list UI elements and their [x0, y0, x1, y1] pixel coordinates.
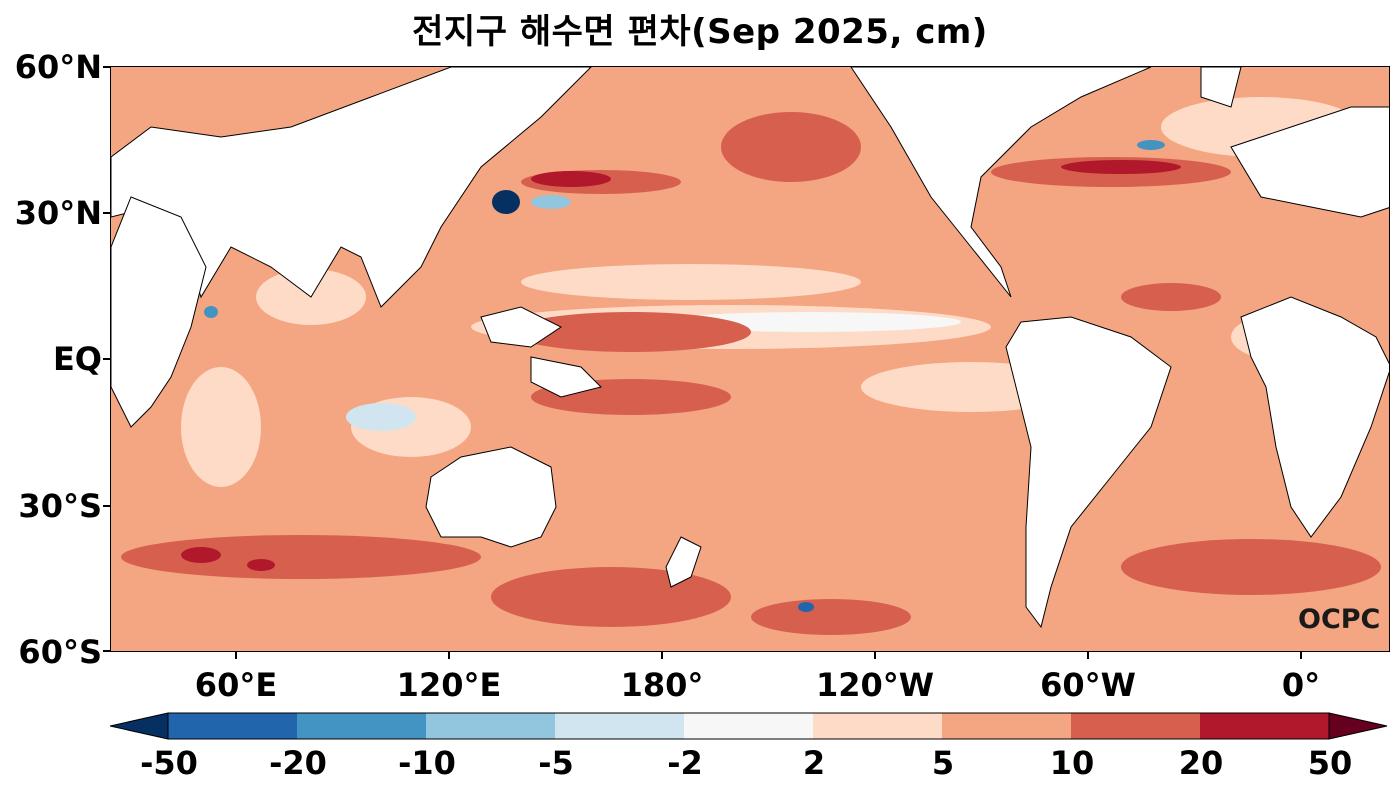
colorbar-segment	[942, 713, 1071, 739]
colorbar-segment	[555, 713, 684, 739]
colorbar-segment	[813, 713, 942, 739]
x-axis-label-60e: 60°E	[194, 666, 278, 704]
colorbar-segment	[297, 713, 426, 739]
y-axis-label-30s: 30°S	[18, 487, 102, 525]
colorbar-label: -50	[140, 744, 198, 782]
colorbar-label: -5	[538, 744, 574, 782]
colorbar-label: 5	[931, 744, 955, 782]
colorbar-segment	[1071, 713, 1200, 739]
y-tick	[103, 650, 110, 652]
x-tick	[1087, 652, 1089, 659]
x-axis-label-120e: 120°E	[396, 666, 502, 704]
y-axis-label-30n: 30°N	[14, 194, 102, 232]
y-tick	[103, 358, 110, 360]
x-axis-label-0: 0°	[1281, 666, 1321, 704]
colorbar-max-arrow	[1328, 712, 1388, 740]
y-axis-label-60n: 60°N	[14, 48, 102, 86]
colorbar-segment	[168, 713, 297, 739]
colorbar-label: -20	[269, 744, 327, 782]
colorbar-label: 2	[802, 744, 826, 782]
y-axis-label-60s: 60°S	[18, 633, 102, 671]
colorbar-segment	[684, 713, 813, 739]
colorbar-graphic	[109, 712, 1388, 740]
y-tick	[103, 505, 110, 507]
colorbar-label: -10	[398, 744, 456, 782]
x-axis-label-120w: 120°W	[815, 666, 935, 704]
colorbar-label: 20	[1178, 744, 1224, 782]
colorbar-label: 50	[1307, 744, 1353, 782]
colorbar-segment	[426, 713, 555, 739]
x-tick	[1300, 652, 1302, 659]
colorbar-border	[167, 712, 1330, 740]
x-axis-label-180: 180°	[620, 666, 704, 704]
ocpc-watermark: OCPC	[1298, 604, 1381, 635]
x-tick	[874, 652, 876, 659]
y-tick	[103, 66, 110, 68]
y-axis-label-eq: EQ	[52, 340, 102, 378]
colorbar-min-arrow	[109, 712, 169, 740]
colorbar-label: -2	[667, 744, 703, 782]
x-tick	[448, 652, 450, 659]
colorbar	[109, 712, 1392, 744]
x-tick	[235, 652, 237, 659]
sea-level-anomaly-map	[110, 66, 1390, 652]
colorbar-segment	[1200, 713, 1329, 739]
map-title: 전지구 해수면 편차(Sep 2025, cm)	[412, 12, 988, 52]
x-tick	[661, 652, 663, 659]
y-tick	[103, 212, 110, 214]
x-axis-label-60w: 60°W	[1040, 666, 1136, 704]
colorbar-label: 10	[1049, 744, 1095, 782]
